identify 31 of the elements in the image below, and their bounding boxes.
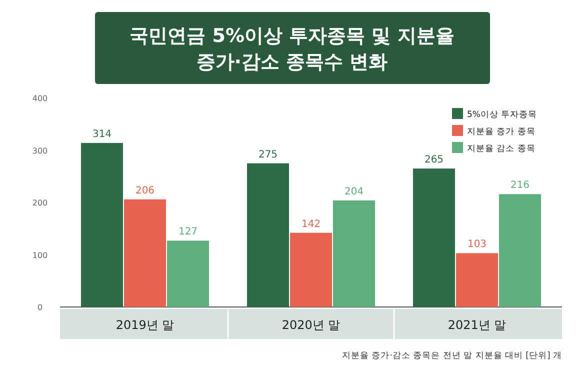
bar	[290, 232, 332, 307]
bar	[456, 253, 498, 307]
data-label: 206	[135, 185, 155, 196]
bar	[167, 240, 209, 307]
x-tick-label: 2020년 말	[282, 318, 340, 332]
data-label: 142	[301, 218, 321, 230]
data-label: 127	[178, 226, 198, 238]
bar	[413, 168, 455, 307]
y-tick-label: 200	[32, 198, 48, 208]
data-label: 204	[344, 186, 364, 198]
legend-label: 5%이상 투자종목	[467, 110, 538, 120]
legend-label: 지분율 증가 종목	[467, 127, 536, 137]
y-tick-label: 0	[37, 303, 43, 312]
chart-title: 국민연금 5%이상 투자종목 및 지분율 증가·감소 종목수 변화	[130, 25, 454, 73]
y-tick-label: 100	[32, 250, 48, 260]
y-tick-label: 300	[32, 146, 48, 156]
data-label: 265	[424, 154, 444, 166]
data-label: 103	[467, 239, 487, 250]
bar	[333, 200, 375, 307]
data-label: 275	[258, 149, 278, 160]
bar	[247, 163, 289, 307]
legend-label: 지분율 감소 종목	[467, 144, 536, 154]
data-label: 216	[510, 180, 530, 192]
bar	[81, 142, 123, 307]
y-tick-label: 400	[32, 94, 48, 103]
x-tick-label: 2021년 말	[448, 318, 506, 332]
bar	[499, 194, 541, 307]
text: 지분율 증가·감소 종목은 전년 말 지분율 대비 [단위] 개	[342, 351, 562, 361]
data-label: 314	[92, 128, 112, 140]
x-tick-label: 2019년 말	[116, 318, 174, 332]
bar	[124, 199, 166, 307]
